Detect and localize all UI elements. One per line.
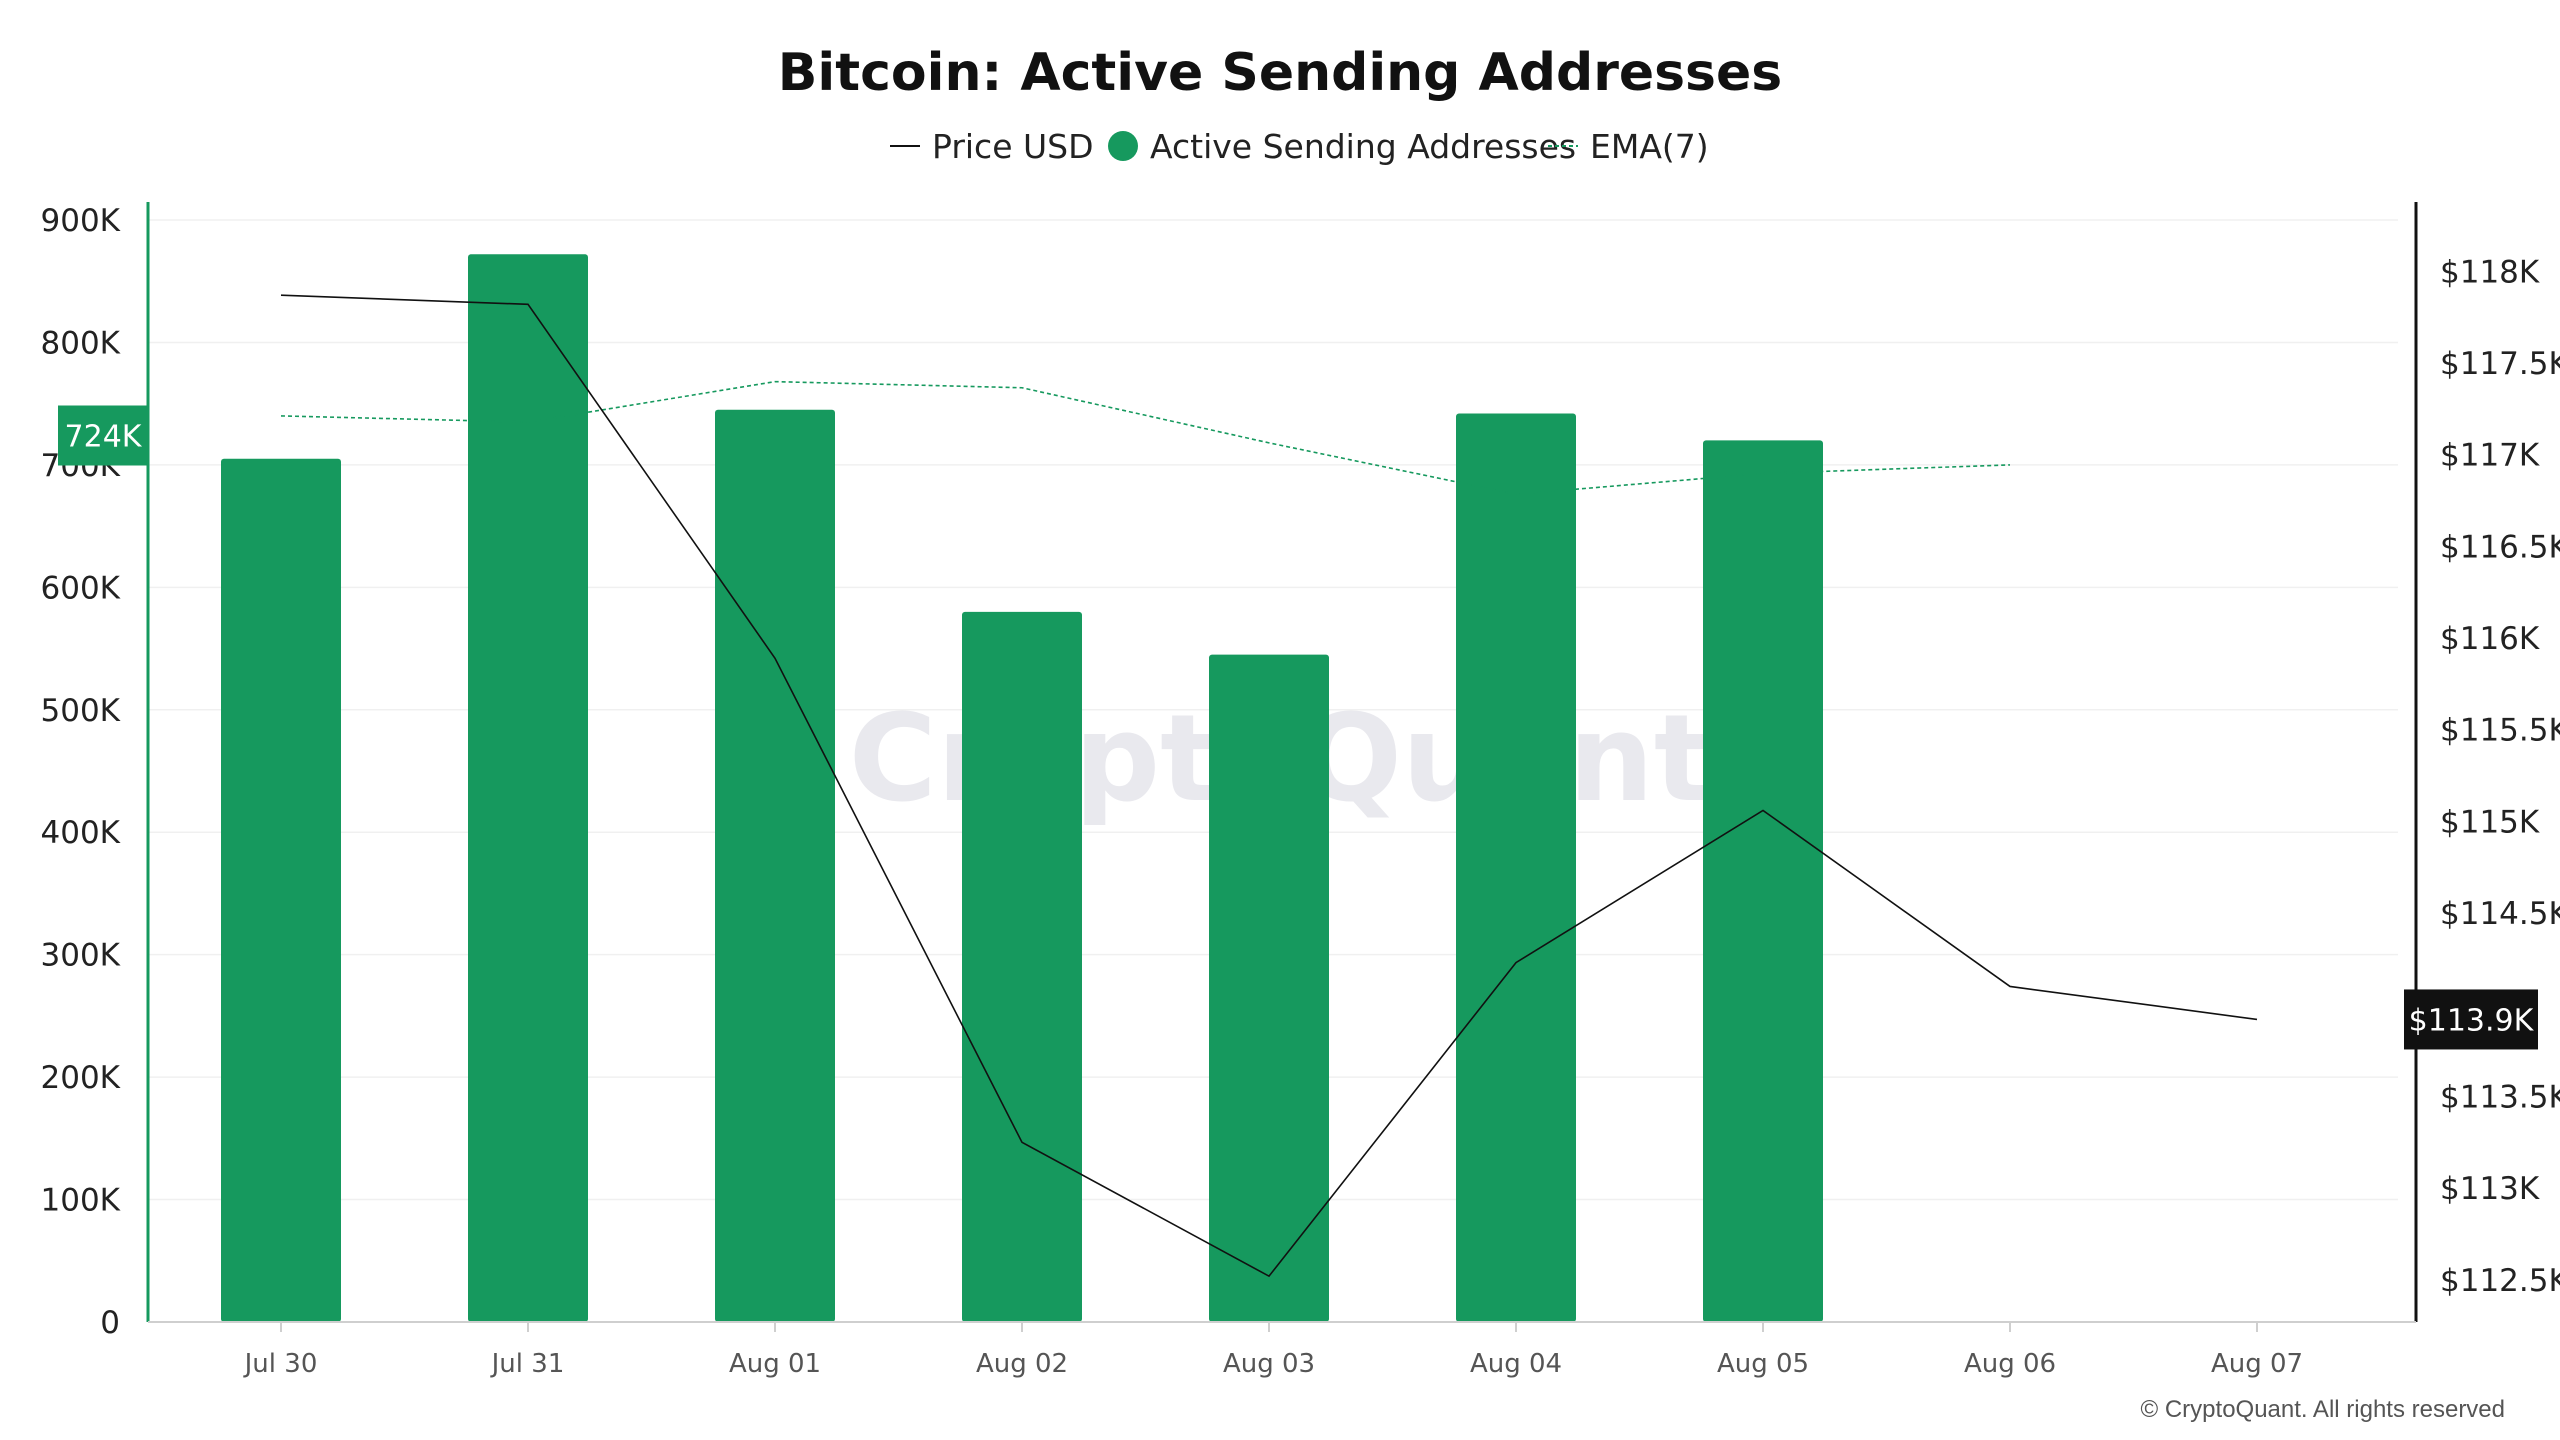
y-right-tick-7: $116K [2440, 621, 2540, 657]
bar-2 [715, 409, 835, 1322]
y-right-tick-2: $113.5K [2440, 1079, 2560, 1115]
y-left-tick-1: 100K [41, 1183, 121, 1219]
x-tick-7: Aug 06 [1964, 1349, 2056, 1379]
y-right-tick-5: $115K [2440, 804, 2540, 840]
y-left-tick-0: 0 [100, 1305, 120, 1341]
x-tick-0: Jul 30 [243, 1349, 318, 1379]
x-tick-6: Aug 05 [1717, 1349, 1809, 1379]
copyright: © CryptoQuant. All rights reserved [2141, 1396, 2506, 1423]
bar-1 [468, 254, 588, 1323]
y-axis-right-ticks: $112.5K $113K $113.5K $114.5K $115K $115.5K $1… [2440, 254, 2560, 1298]
y-right-tick-0: $112.5K [2440, 1263, 2560, 1299]
x-tick-5: Aug 04 [1470, 1349, 1562, 1379]
y-right-tick-8: $116.5K [2440, 529, 2560, 565]
bar-4 [1209, 654, 1329, 1322]
y-left-tick-5: 500K [41, 693, 121, 729]
price-series [280, 294, 2258, 1278]
value-badges: 724K $113.9K [58, 405, 2538, 1050]
y-left-tick-2: 200K [41, 1060, 121, 1096]
y-left-tick-8: 800K [41, 325, 121, 361]
x-tick-4: Aug 03 [1223, 1349, 1315, 1379]
y-right-tick-11: $118K [2440, 254, 2540, 290]
ema-line [280, 380, 2011, 496]
axes [146, 202, 2418, 1323]
y-left-tick-3: 300K [41, 938, 121, 974]
bar-5 [1456, 413, 1576, 1322]
legend-label-0: Price USD [932, 127, 1094, 166]
bar-3 [962, 611, 1082, 1322]
legend-circle-icon [1108, 131, 1138, 161]
ema-series [280, 380, 2011, 496]
y-right-tick-1: $113K [2440, 1171, 2540, 1207]
bar-0 [221, 458, 341, 1322]
x-tick-3: Aug 02 [976, 1349, 1068, 1379]
bar-6 [1703, 440, 1823, 1322]
y-right-tick-9: $117K [2440, 438, 2540, 474]
x-tick-8: Aug 07 [2211, 1349, 2303, 1379]
legend-label-2: EMA(7) [1590, 127, 1709, 166]
y-left-tick-4: 400K [41, 815, 121, 851]
y-left-tick-6: 600K [41, 570, 121, 606]
legend[interactable]: Price USD Active Sending Addresses EMA(7) [890, 127, 1709, 166]
y-left-tick-9: 900K [41, 203, 121, 239]
bars [221, 254, 1823, 1323]
legend-item-1[interactable]: Active Sending Addresses [1108, 127, 1576, 166]
badge-right-label: $113.9K [2409, 1003, 2535, 1038]
legend-item-0[interactable]: Price USD [890, 127, 1094, 166]
y-right-tick-6: $115.5K [2440, 713, 2560, 749]
badge-right-bg [2404, 989, 2538, 1050]
x-tick-2: Aug 01 [729, 1349, 821, 1379]
badge-left-label: 724K [65, 420, 143, 455]
badge-left-bg [58, 405, 148, 466]
price-line [280, 294, 2258, 1278]
legend-item-2[interactable]: EMA(7) [1548, 127, 1709, 166]
chart-title: Bitcoin: Active Sending Addresses [778, 43, 1782, 103]
legend-label-1: Active Sending Addresses [1150, 127, 1576, 166]
x-tick-1: Jul 31 [490, 1349, 565, 1379]
y-right-tick-10: $117.5K [2440, 346, 2560, 382]
x-axis-ticks: Jul 30 Jul 31 Aug 01 Aug 02 Aug 03 Aug 04 Aug … [243, 1322, 2303, 1379]
y-right-tick-4: $114.5K [2440, 896, 2560, 932]
